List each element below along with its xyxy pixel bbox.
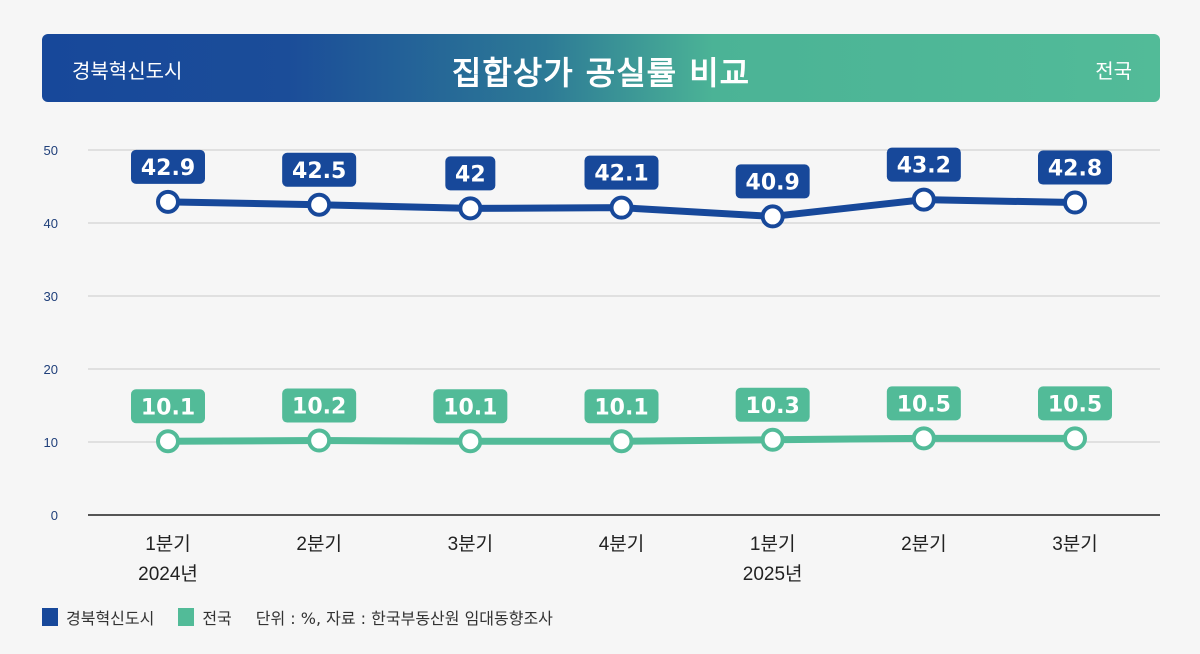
data-label: 42 — [455, 162, 486, 187]
data-label-box — [131, 149, 205, 184]
data-label: 10.1 — [141, 395, 195, 420]
data-label: 10.5 — [1048, 392, 1102, 417]
data-point — [458, 196, 483, 221]
data-point — [156, 189, 180, 214]
data-point — [1063, 426, 1087, 451]
data-label: 43.2 — [897, 154, 951, 179]
legend-item-series-2: 전국 — [178, 605, 232, 629]
y-tick-label: 30 — [44, 289, 58, 304]
y-tick-label: 0 — [51, 508, 58, 523]
data-label-box — [282, 152, 357, 187]
y-tick-label: 20 — [44, 362, 58, 377]
data-label-box — [1038, 150, 1112, 185]
y-tick-label: 50 — [44, 143, 58, 158]
data-label: 42.8 — [1048, 157, 1102, 182]
x-tick-label: 1분기 — [750, 533, 796, 555]
data-label: 42.9 — [141, 156, 195, 181]
x-year-label: 2024년 — [138, 563, 198, 585]
chart-title: 집합상가 공실률 비교 — [451, 54, 751, 92]
data-label: 10.3 — [746, 394, 800, 419]
data-point — [307, 428, 332, 453]
x-tick-label: 3분기 — [1052, 533, 1098, 555]
data-label-box — [131, 389, 205, 424]
data-label-box — [735, 387, 810, 422]
x-tick-label: 2분기 — [296, 533, 342, 555]
region-label: 경북혁신도시 — [72, 59, 183, 83]
legend-swatch-series-1 — [42, 608, 58, 626]
data-label: 10.1 — [594, 395, 648, 420]
legend-label-series-1: 경북혁신도시 — [66, 609, 155, 628]
data-point — [156, 429, 180, 454]
comparison-label: 전국 — [1095, 59, 1132, 83]
x-tick-label: 1분기 — [145, 533, 191, 555]
data-label-box — [1038, 386, 1112, 421]
data-point — [760, 204, 785, 229]
data-label: 10.2 — [292, 395, 346, 420]
data-label-box — [886, 147, 961, 182]
legend-item-series-1: 경북혁신도시 — [42, 605, 154, 629]
legend-swatch-series-2 — [178, 608, 195, 626]
x-tick-label: 2분기 — [901, 533, 947, 555]
data-label-box — [584, 155, 659, 190]
data-label-box — [433, 389, 508, 424]
title-banner: 경북혁신도시 집합상가 공실률 비교 전국 — [42, 34, 1160, 102]
data-point — [911, 426, 936, 451]
legend: 경북혁신도시 전국 단위 : %, 자료 : 한국부동산원 임대동향조사 — [42, 605, 553, 629]
y-tick-label: 10 — [44, 435, 58, 450]
data-label: 42.5 — [292, 159, 346, 184]
data-label: 40.9 — [746, 170, 800, 195]
y-tick-label: 40 — [44, 216, 58, 231]
data-point — [1063, 190, 1087, 215]
data-label: 10.5 — [897, 392, 951, 417]
data-label-box — [445, 156, 496, 191]
data-point — [911, 187, 936, 212]
data-label: 42.1 — [594, 162, 648, 187]
data-point — [760, 427, 785, 452]
data-label-box — [584, 389, 659, 424]
data-point — [609, 429, 634, 454]
data-label-box — [282, 388, 357, 423]
legend-label-series-2: 전국 — [202, 609, 232, 628]
source-note: 단위 : %, 자료 : 한국부동산원 임대동향조사 — [255, 609, 553, 628]
data-label-box — [735, 164, 810, 199]
data-label-box — [886, 386, 961, 421]
data-point — [609, 195, 634, 220]
data-label: 10.1 — [443, 395, 497, 420]
x-year-label: 2025년 — [743, 563, 803, 585]
data-point — [458, 429, 483, 454]
x-tick-label: 3분기 — [448, 533, 494, 555]
data-point — [307, 192, 332, 217]
x-tick-label: 4분기 — [599, 533, 645, 555]
